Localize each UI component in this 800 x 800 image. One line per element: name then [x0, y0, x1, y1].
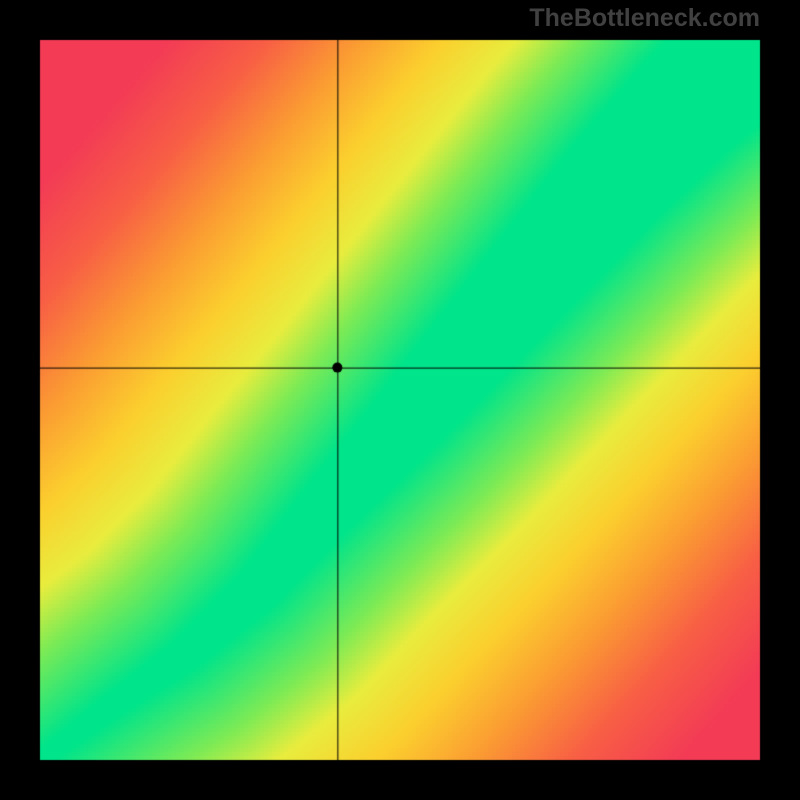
bottleneck-heatmap: [0, 0, 800, 800]
chart-container: TheBottleneck.com: [0, 0, 800, 800]
watermark-text: TheBottleneck.com: [529, 4, 760, 33]
